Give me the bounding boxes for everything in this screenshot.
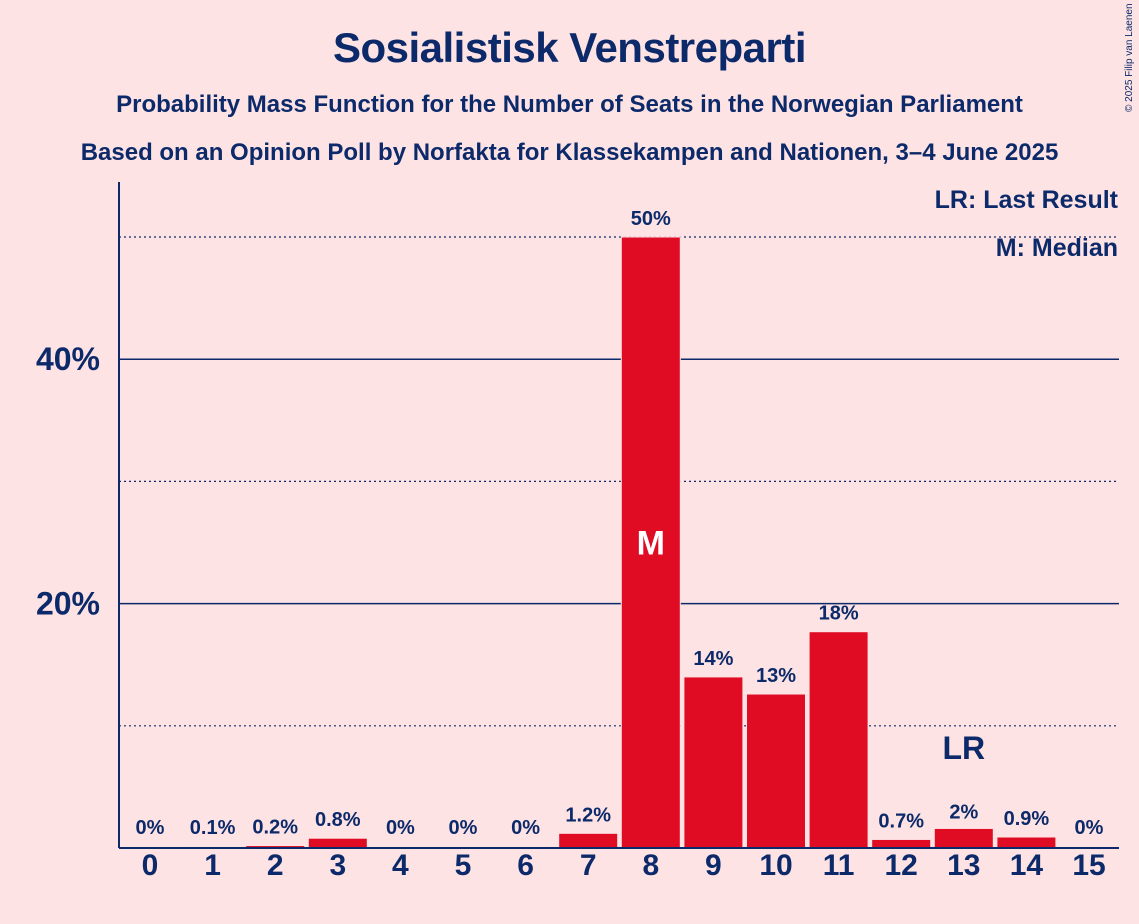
x-tick-label: 2	[267, 849, 284, 882]
x-tick-label: 12	[885, 849, 918, 882]
data-label: 0.1%	[190, 817, 236, 839]
data-label: 0%	[449, 817, 478, 839]
bar	[808, 631, 869, 849]
chart-subtitle-line-2: Based on an Opinion Poll by Norfakta for…	[80, 139, 1059, 166]
bar	[871, 838, 932, 849]
bar	[683, 676, 744, 849]
data-label: 13%	[756, 665, 796, 687]
x-tick-label: 10	[759, 849, 792, 882]
x-tick-label: 7	[580, 849, 597, 882]
y-tick-label: 20%	[36, 586, 100, 622]
x-tick-label: 4	[392, 849, 409, 882]
last-result-marker: LR	[942, 730, 985, 766]
data-label: 18%	[819, 603, 859, 625]
data-label: 50%	[631, 208, 671, 230]
legend-median: M: Median	[995, 234, 1118, 262]
data-label: 0.2%	[252, 817, 298, 839]
x-tick-label: 13	[947, 849, 980, 882]
data-label: 0.9%	[1004, 808, 1050, 830]
bar	[746, 693, 806, 849]
x-tick-label: 5	[455, 849, 472, 882]
bar	[307, 837, 368, 849]
bar	[933, 827, 994, 849]
data-label: 0%	[386, 817, 415, 839]
legend-last-result: LR: Last Result	[934, 186, 1118, 214]
bars	[182, 236, 1057, 849]
data-label: 0%	[1075, 817, 1104, 839]
x-tick-label: 1	[204, 849, 221, 882]
data-label: 0.8%	[315, 809, 361, 831]
bar	[558, 832, 619, 849]
data-label: 1.2%	[565, 804, 611, 826]
data-label: 0%	[136, 817, 165, 839]
x-tick-label: 9	[705, 849, 722, 882]
labels: 20%40%00%10.1%20.2%30.8%40%50%60%71.2%85…	[36, 208, 1106, 882]
bar	[996, 836, 1057, 849]
y-tick-label: 40%	[36, 341, 100, 377]
data-label: 0.7%	[878, 810, 924, 832]
bar	[620, 236, 681, 849]
chart-subtitle-line-1: Probability Mass Function for the Number…	[116, 91, 1023, 118]
x-tick-label: 8	[642, 849, 659, 882]
data-label: 0%	[511, 817, 540, 839]
chart-title: Sosialistisk Venstreparti	[332, 24, 807, 71]
x-tick-label: 11	[823, 849, 855, 882]
median-marker: M	[637, 524, 665, 562]
x-tick-label: 0	[142, 849, 159, 882]
x-tick-label: 14	[1010, 849, 1044, 882]
x-tick-label: 6	[517, 849, 534, 882]
gridlines	[119, 236, 1119, 727]
data-label: 2%	[949, 801, 978, 823]
x-tick-label: 3	[329, 849, 346, 882]
data-label: 14%	[693, 648, 733, 670]
x-tick-label: 15	[1072, 849, 1105, 882]
axes	[118, 182, 1119, 849]
